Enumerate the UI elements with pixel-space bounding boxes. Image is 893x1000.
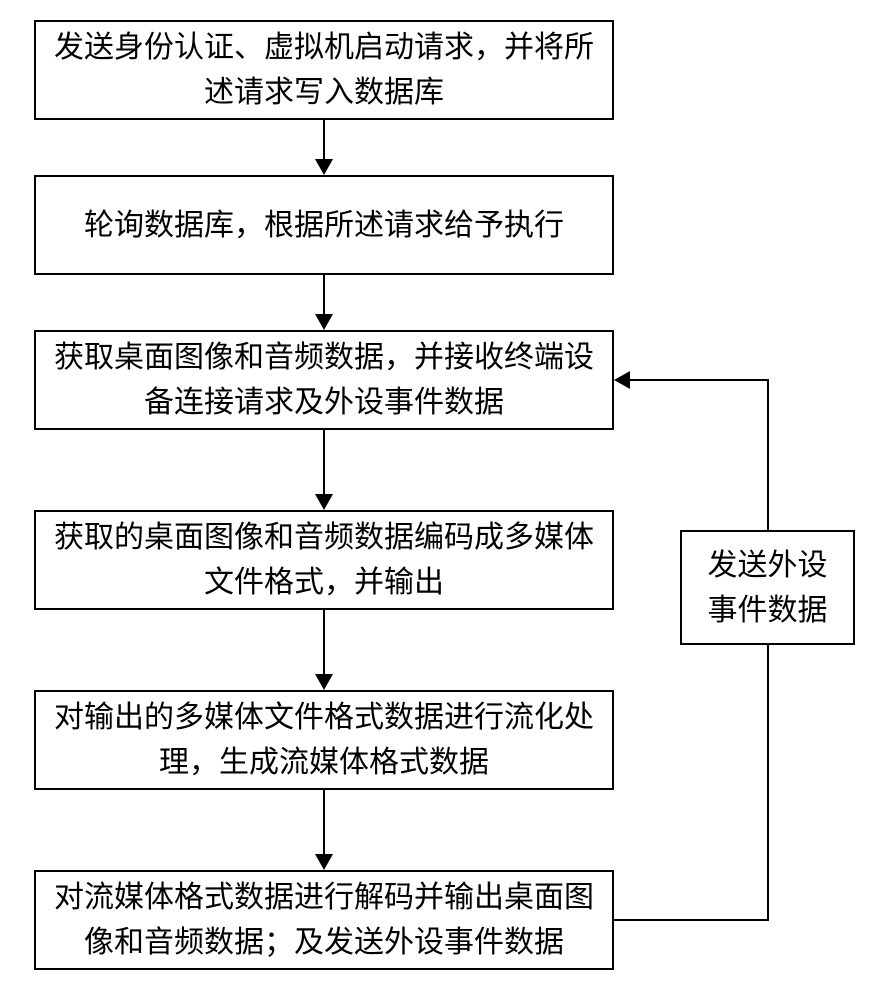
- arrow-2-3-head: [315, 314, 333, 330]
- flow-box-5: 对输出的多媒体文件格式数据进行流化处理，生成流媒体格式数据: [34, 690, 614, 790]
- arrow-4-5-line: [323, 610, 325, 674]
- arrow-5-6-head: [315, 854, 333, 870]
- feedback-head: [614, 371, 630, 389]
- arrow-1-2-line: [323, 120, 325, 159]
- arrow-4-5-head: [315, 674, 333, 690]
- flow-box-3-text: 获取桌面图像和音频数据，并接收终端设备连接请求及外设事件数据: [50, 335, 598, 425]
- feedback-h2: [630, 379, 769, 381]
- arrow-3-4-line: [323, 430, 325, 494]
- flow-box-2: 轮询数据库，根据所述请求给予执行: [34, 175, 614, 275]
- flow-box-side: 发送外设事件数据: [680, 530, 855, 645]
- arrow-2-3-line: [323, 275, 325, 314]
- flow-box-4-text: 获取的桌面图像和音频数据编码成多媒体文件格式，并输出: [50, 515, 598, 605]
- flow-box-6: 对流媒体格式数据进行解码并输出桌面图像和音频数据；及发送外设事件数据: [34, 870, 614, 970]
- feedback-h1: [614, 919, 769, 921]
- flow-box-4: 获取的桌面图像和音频数据编码成多媒体文件格式，并输出: [34, 510, 614, 610]
- flow-box-side-text: 发送外设事件数据: [696, 543, 839, 633]
- flow-box-6-text: 对流媒体格式数据进行解码并输出桌面图像和音频数据；及发送外设事件数据: [50, 875, 598, 965]
- arrow-1-2-head: [315, 159, 333, 175]
- flow-box-1-text: 发送身份认证、虚拟机启动请求，并将所述请求写入数据库: [50, 25, 598, 115]
- arrow-3-4-head: [315, 494, 333, 510]
- flow-box-3: 获取桌面图像和音频数据，并接收终端设备连接请求及外设事件数据: [34, 330, 614, 430]
- feedback-v2: [767, 380, 769, 530]
- arrow-5-6-line: [323, 790, 325, 854]
- flow-box-5-text: 对输出的多媒体文件格式数据进行流化处理，生成流媒体格式数据: [50, 695, 598, 785]
- feedback-v1: [767, 645, 769, 921]
- flow-box-2-text: 轮询数据库，根据所述请求给予执行: [84, 203, 564, 248]
- flow-box-1: 发送身份认证、虚拟机启动请求，并将所述请求写入数据库: [34, 20, 614, 120]
